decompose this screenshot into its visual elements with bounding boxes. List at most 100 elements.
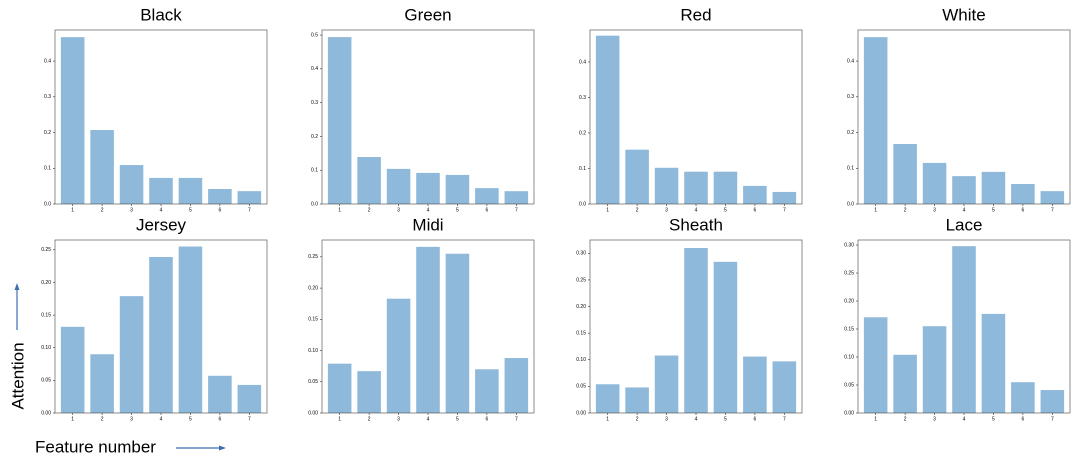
bar	[772, 361, 797, 413]
bar	[625, 387, 649, 413]
chart-title: Midi	[412, 215, 443, 234]
y-tick-label: 0.0	[44, 201, 51, 207]
x-tick-label: 3	[130, 207, 133, 213]
y-arrow-head	[14, 283, 20, 290]
bar	[654, 355, 679, 413]
y-tick-label: 0.25	[576, 277, 586, 283]
bar	[863, 37, 888, 205]
plot-frame	[321, 29, 535, 205]
bar	[327, 37, 352, 204]
bar	[1011, 382, 1035, 413]
x-tick-label: 3	[665, 416, 668, 422]
bar	[893, 143, 917, 204]
x-tick-label: 6	[218, 416, 221, 422]
y-tick-label: 0.10	[41, 345, 51, 351]
y-tick-label: 0.1	[44, 166, 51, 172]
y-tick-label: 0.00	[308, 410, 318, 416]
plot-frame	[321, 239, 535, 414]
x-tick-label: 2	[904, 416, 907, 422]
bar	[504, 358, 529, 413]
y-tick-label: 0.00	[576, 410, 586, 416]
x-tick-label: 5	[992, 207, 995, 213]
x-tick-label: 5	[189, 207, 192, 213]
x-tick-label: 7	[1051, 207, 1054, 213]
x-tick-label: 2	[101, 416, 104, 422]
bar	[416, 172, 440, 204]
bar	[237, 191, 262, 204]
bar	[504, 191, 529, 204]
bar	[60, 37, 85, 205]
y-tick-label: 0.2	[311, 134, 318, 140]
bar	[713, 171, 738, 204]
x-tick-label: 4	[963, 207, 966, 213]
y-tick-label: 0.3	[311, 100, 318, 106]
bar	[357, 157, 381, 204]
x-tick-label: 4	[695, 416, 698, 422]
bar	[475, 369, 499, 413]
plot-frame	[54, 239, 268, 414]
x-tick-label: 1	[606, 207, 609, 213]
y-tick-label: 0.30	[576, 251, 586, 257]
bar	[149, 177, 173, 204]
x-tick-label: 5	[724, 207, 727, 213]
y-tick-label: 0.2	[847, 130, 854, 136]
bar	[60, 326, 85, 413]
bar	[445, 253, 470, 413]
y-tick-label: 0.1	[847, 166, 854, 172]
x-tick-label: 1	[874, 207, 877, 213]
bar	[327, 363, 352, 413]
y-tick-label: 0.15	[576, 330, 586, 336]
bar	[893, 354, 917, 413]
y-tick-label: 0.3	[44, 94, 51, 100]
bar	[625, 149, 649, 204]
x-tick-label: 5	[456, 416, 459, 422]
x-tick-label: 1	[338, 416, 341, 422]
y-tick-label: 0.2	[44, 130, 51, 136]
y-tick-label: 0.20	[308, 285, 318, 291]
x-axis-label: Feature number	[35, 437, 156, 456]
x-tick-label: 2	[368, 207, 371, 213]
y-tick-label: 0.4	[579, 59, 586, 65]
bar	[743, 356, 767, 413]
y-tick-label: 0.3	[847, 94, 854, 100]
bar	[684, 247, 708, 413]
y-tick-label: 0.0	[847, 201, 854, 207]
chart-title: Green	[404, 5, 451, 24]
y-tick-label: 0.25	[308, 254, 318, 260]
plot-frame	[54, 29, 268, 205]
y-tick-label: 0.20	[576, 304, 586, 310]
x-tick-label: 5	[456, 207, 459, 213]
y-tick-label: 0.05	[41, 378, 51, 384]
y-tick-label: 0.15	[844, 326, 854, 332]
x-tick-label: 3	[397, 416, 400, 422]
y-tick-label: 0.30	[844, 242, 854, 248]
x-tick-label: 3	[397, 207, 400, 213]
plot-frame	[589, 29, 803, 205]
y-tick-label: 0.05	[576, 384, 586, 390]
bar	[713, 261, 738, 413]
x-tick-label: 2	[904, 207, 907, 213]
bar	[952, 246, 976, 413]
bar	[981, 171, 1006, 204]
y-tick-label: 0.10	[844, 354, 854, 360]
x-tick-label: 2	[636, 207, 639, 213]
bar	[595, 35, 620, 204]
x-tick-label: 2	[636, 416, 639, 422]
y-tick-label: 0.1	[311, 168, 318, 174]
plot-frame	[857, 239, 1071, 414]
x-tick-label: 1	[874, 416, 877, 422]
x-tick-label: 1	[606, 416, 609, 422]
y-tick-label: 0.25	[844, 270, 854, 276]
y-tick-label: 0.2	[579, 130, 586, 136]
bar	[654, 167, 679, 204]
x-tick-label: 7	[515, 416, 518, 422]
x-tick-label: 4	[160, 207, 163, 213]
x-tick-label: 7	[783, 207, 786, 213]
bar	[178, 246, 203, 413]
chart-title: Red	[680, 5, 711, 24]
y-tick-label: 0.05	[308, 379, 318, 385]
plot-frame	[857, 29, 1071, 205]
y-tick-label: 0.1	[579, 166, 586, 172]
bar	[743, 185, 767, 204]
